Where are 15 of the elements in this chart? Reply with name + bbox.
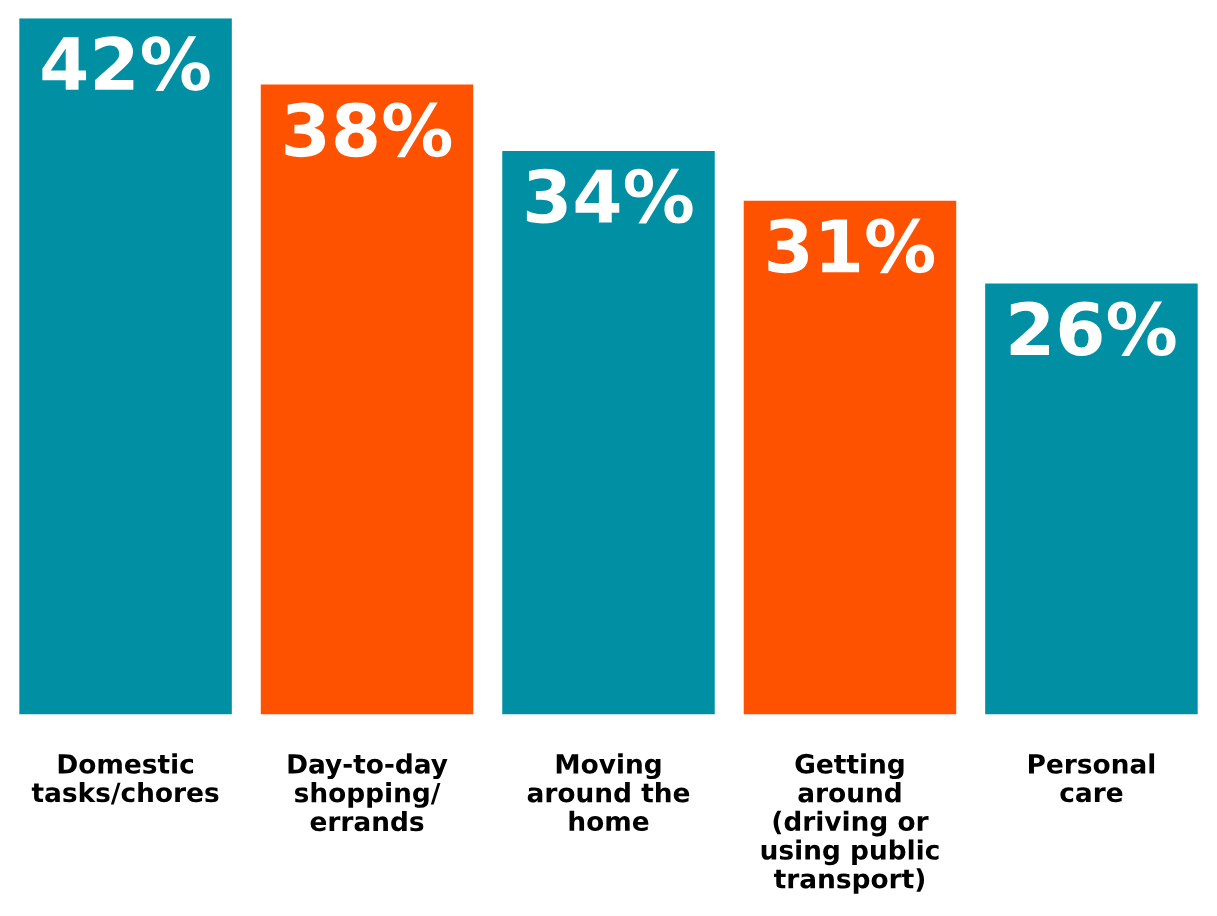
bar — [19, 18, 232, 715]
bar — [985, 283, 1198, 715]
x-tick-label: Moving around the home — [527, 753, 690, 832]
x-tick-label: Personal care — [1029, 753, 1155, 803]
data-label: 38% — [285, 102, 452, 158]
x-tick-label: Domestic tasks/chores — [31, 753, 219, 805]
x-tick-label: Getting around (driving or using public transport) — [761, 753, 939, 894]
data-label: 26% — [1010, 301, 1176, 357]
x-tick-label: Day-to-day shopping/ errands — [288, 753, 448, 832]
bar — [260, 84, 474, 715]
bar — [502, 150, 715, 715]
bar — [743, 200, 957, 715]
data-label: 31% — [768, 218, 935, 274]
data-label: 42% — [42, 36, 210, 91]
data-label: 34% — [526, 168, 693, 224]
